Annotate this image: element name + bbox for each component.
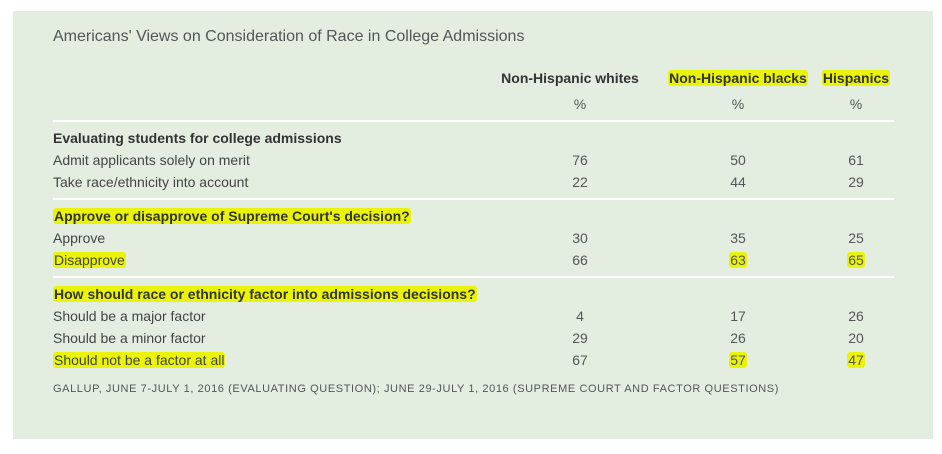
table-row: Should not be a factor at all 67 57 47 — [53, 349, 894, 371]
row-label: Approve — [53, 230, 106, 246]
cell-value: 26 — [730, 330, 746, 346]
cell-value: 29 — [572, 330, 588, 346]
source-note: GALLUP, JUNE 7-JULY 1, 2016 (EVALUATING … — [53, 383, 780, 395]
cell-value: 25 — [848, 230, 864, 246]
row-label: Admit applicants solely on merit — [53, 152, 250, 168]
cell-value: 65 — [847, 252, 865, 268]
cell-value: 26 — [848, 308, 864, 324]
divider — [53, 198, 894, 200]
cell-value: 29 — [848, 174, 864, 190]
row-label: Should be a minor factor — [53, 330, 206, 346]
cell-value: 66 — [572, 252, 588, 268]
row-label: Should not be a factor at all — [53, 352, 226, 368]
cell-value: 22 — [572, 174, 588, 190]
cell-value: 61 — [848, 152, 864, 168]
section-heading: Approve or disapprove of Supreme Court's… — [53, 208, 411, 224]
table-row: Disapprove 66 63 65 — [53, 249, 894, 271]
divider — [53, 276, 894, 278]
table-row: Approve 30 35 25 — [53, 227, 894, 249]
table-row: Should be a major factor 4 17 26 — [53, 305, 894, 327]
column-header-row: Non-Hispanic whites Non-Hispanic blacks … — [53, 67, 894, 89]
cell-value: 50 — [730, 152, 746, 168]
cell-value: 67 — [572, 352, 588, 368]
column-header-whites: Non-Hispanic whites — [501, 70, 639, 86]
table-row: Take race/ethnicity into account 22 44 2… — [53, 171, 894, 193]
chart-panel: Americans' Views on Consideration of Rac… — [13, 11, 933, 439]
chart-title: Americans' Views on Consideration of Rac… — [53, 28, 525, 45]
cell-value: 30 — [572, 230, 588, 246]
table-row: Should be a minor factor 29 26 20 — [53, 327, 894, 349]
cell-value: 47 — [847, 352, 865, 368]
cell-value: 17 — [730, 308, 746, 324]
unit-label: % — [849, 96, 863, 112]
column-header-hispanics: Hispanics — [821, 70, 891, 86]
cell-value: 35 — [730, 230, 746, 246]
cell-value: 63 — [729, 252, 747, 268]
row-label: Disapprove — [53, 252, 126, 268]
cell-value: 57 — [729, 352, 747, 368]
row-label: Should be a major factor — [53, 308, 206, 324]
cell-value: 76 — [572, 152, 588, 168]
unit-label: % — [573, 96, 587, 112]
table-row: Admit applicants solely on merit 76 50 6… — [53, 149, 894, 171]
column-header-blacks: Non-Hispanic blacks — [668, 70, 808, 86]
unit-label: % — [731, 96, 745, 112]
row-label: Take race/ethnicity into account — [53, 174, 249, 190]
data-table: Non-Hispanic whites Non-Hispanic blacks … — [53, 67, 894, 371]
cell-value: 4 — [576, 308, 584, 324]
section-heading: Evaluating students for college admissio… — [53, 130, 342, 146]
section-heading: How should race or ethnicity factor into… — [53, 286, 477, 302]
cell-value: 44 — [730, 174, 746, 190]
cell-value: 20 — [848, 330, 864, 346]
unit-row: % % % — [53, 93, 894, 115]
divider — [53, 120, 894, 122]
